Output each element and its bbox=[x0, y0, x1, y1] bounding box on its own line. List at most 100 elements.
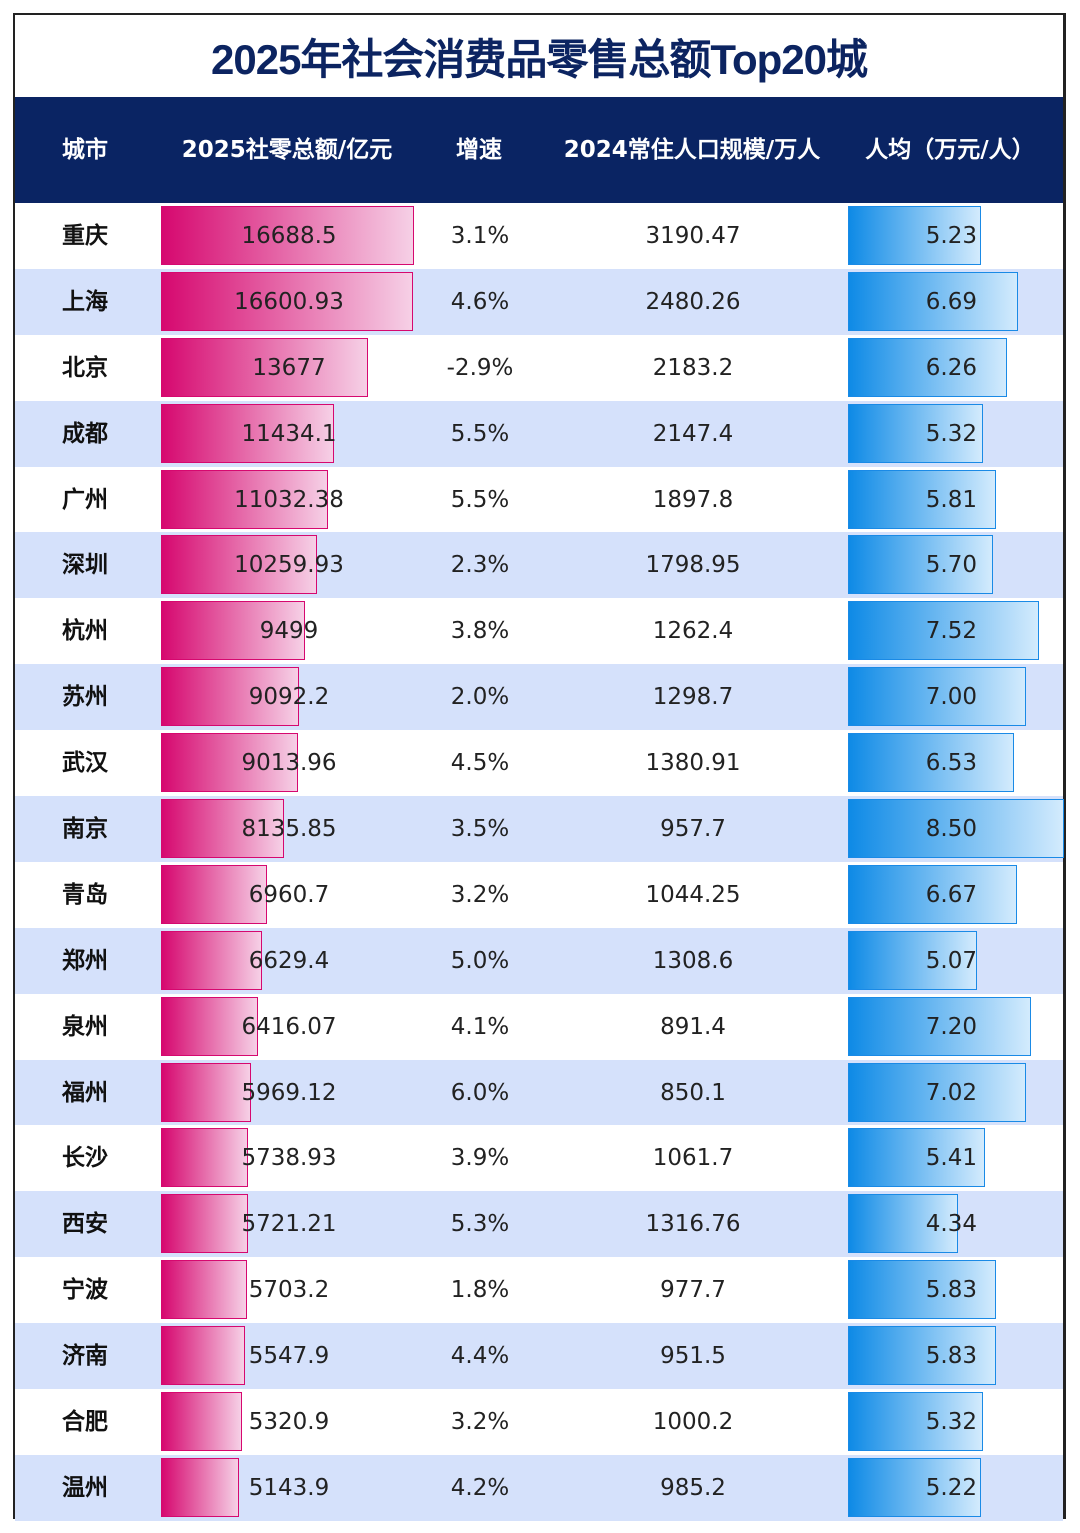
population-cell: 1798.95 bbox=[645, 552, 741, 579]
growth-cell: 3.9% bbox=[450, 1145, 510, 1172]
city-cell: 苏州 bbox=[62, 684, 108, 711]
growth-cell: 5.5% bbox=[450, 420, 510, 447]
retail-bar bbox=[161, 1326, 246, 1386]
population-cell: 1262.4 bbox=[652, 618, 734, 645]
retail-bar bbox=[161, 1392, 242, 1452]
table-row: 重庆 16688.5 3.1% 3190.47 5.23 bbox=[15, 203, 1063, 269]
per-capita-bar bbox=[848, 996, 1031, 1056]
table-row: 长沙 5738.93 3.9% 1061.7 5.41 bbox=[15, 1125, 1063, 1191]
header-population: 2024常住人口规模/万人 bbox=[563, 137, 821, 163]
per-capita-cell: 7.00 bbox=[925, 684, 977, 711]
per-capita-cell: 7.02 bbox=[925, 1079, 977, 1106]
growth-cell: 5.3% bbox=[450, 1211, 510, 1238]
retail-cell: 8135.85 bbox=[241, 816, 337, 843]
table-row: 济南 5547.9 4.4% 951.5 5.83 bbox=[15, 1323, 1063, 1390]
retail-cell: 13677 bbox=[252, 354, 326, 381]
per-capita-cell: 5.23 bbox=[925, 223, 977, 249]
per-capita-cell: 5.22 bbox=[925, 1474, 977, 1501]
chart-title: 2025年社会消费品零售总额Top20城 bbox=[211, 35, 868, 83]
population-cell: 1897.8 bbox=[652, 486, 734, 513]
retail-bar bbox=[161, 733, 298, 793]
city-cell: 重庆 bbox=[62, 223, 108, 249]
retail-bar bbox=[161, 337, 369, 397]
city-cell: 上海 bbox=[62, 288, 108, 315]
retail-cell: 9092.2 bbox=[248, 684, 330, 711]
growth-cell: 3.5% bbox=[450, 816, 510, 843]
population-cell: 957.7 bbox=[660, 816, 726, 843]
retail-cell: 16688.5 bbox=[241, 223, 337, 249]
table-row: 深圳 10259.93 2.3% 1798.95 5.70 bbox=[15, 532, 1063, 599]
per-capita-cell: 5.81 bbox=[925, 486, 977, 513]
city-cell: 杭州 bbox=[62, 618, 108, 645]
growth-cell: 4.6% bbox=[450, 288, 510, 315]
growth-cell: 2.3% bbox=[450, 552, 510, 579]
per-capita-cell: 6.69 bbox=[925, 288, 977, 315]
population-cell: 3190.47 bbox=[645, 223, 741, 249]
header-per-capita: 人均（万元/人） bbox=[865, 137, 1035, 163]
growth-cell: 3.1% bbox=[450, 223, 510, 249]
population-cell: 1044.25 bbox=[645, 881, 741, 908]
retail-bar bbox=[161, 469, 329, 529]
per-capita-bar bbox=[848, 337, 1008, 397]
retail-cell: 5547.9 bbox=[248, 1343, 330, 1370]
retail-bar bbox=[161, 864, 267, 924]
growth-cell: 6.0% bbox=[450, 1079, 510, 1106]
per-capita-bar bbox=[848, 1194, 959, 1254]
growth-cell: 3.2% bbox=[450, 881, 510, 908]
per-capita-bar bbox=[848, 469, 996, 529]
retail-bar bbox=[161, 1062, 252, 1122]
per-capita-bar bbox=[848, 667, 1026, 727]
retail-cell: 6960.7 bbox=[248, 881, 330, 908]
retail-bar bbox=[161, 535, 317, 595]
population-cell: 1000.2 bbox=[652, 1409, 734, 1436]
table-row: 西安 5721.21 5.3% 1316.76 4.34 bbox=[15, 1191, 1063, 1258]
city-cell: 深圳 bbox=[62, 552, 108, 579]
retail-cell: 16600.93 bbox=[234, 288, 344, 315]
retail-bar bbox=[161, 930, 262, 990]
population-cell: 951.5 bbox=[660, 1343, 726, 1370]
per-capita-cell: 5.83 bbox=[925, 1277, 977, 1304]
retail-bar bbox=[161, 1128, 248, 1188]
growth-cell: 4.1% bbox=[450, 1013, 510, 1040]
population-cell: 1308.6 bbox=[652, 947, 734, 974]
growth-cell: 1.8% bbox=[450, 1277, 510, 1304]
city-cell: 福州 bbox=[62, 1079, 108, 1106]
growth-cell: 4.5% bbox=[450, 750, 510, 777]
retail-bar bbox=[161, 996, 259, 1056]
per-capita-bar bbox=[848, 535, 993, 595]
city-cell: 济南 bbox=[62, 1343, 108, 1370]
retail-bar bbox=[161, 1260, 248, 1320]
growth-cell: 5.0% bbox=[450, 947, 510, 974]
population-cell: 1061.7 bbox=[652, 1145, 734, 1172]
per-capita-bar bbox=[848, 403, 984, 463]
per-capita-bar bbox=[848, 799, 1064, 859]
population-cell: 2147.4 bbox=[652, 420, 734, 447]
retail-cell: 5143.9 bbox=[248, 1474, 330, 1501]
retail-bar bbox=[161, 206, 414, 265]
per-capita-cell: 6.26 bbox=[925, 354, 977, 381]
growth-cell: 4.4% bbox=[450, 1343, 510, 1370]
city-cell: 合肥 bbox=[62, 1409, 108, 1436]
retail-cell: 11032.38 bbox=[234, 486, 344, 513]
table-row: 北京 13677 -2.9% 2183.2 6.26 bbox=[15, 335, 1063, 401]
table-row: 温州 5143.9 4.2% 985.2 5.22 bbox=[15, 1454, 1063, 1521]
retail-bar bbox=[161, 1194, 248, 1254]
growth-cell: 4.2% bbox=[450, 1474, 510, 1501]
per-capita-bar bbox=[848, 601, 1040, 661]
retail-bar bbox=[161, 271, 413, 331]
per-capita-bar bbox=[848, 1457, 981, 1517]
table-row: 广州 11032.38 5.5% 1897.8 5.81 bbox=[15, 467, 1063, 533]
retail-bar bbox=[161, 403, 335, 463]
table-body: 重庆 16688.5 3.1% 3190.47 5.23 上海 16600.93 4.6% 24… bbox=[15, 203, 1064, 1521]
population-cell: 1316.76 bbox=[645, 1211, 741, 1238]
retail-cell: 5721.21 bbox=[241, 1211, 337, 1238]
table-row: 合肥 5320.9 3.2% 1000.2 5.32 bbox=[15, 1389, 1063, 1455]
per-capita-cell: 7.20 bbox=[925, 1013, 977, 1040]
city-cell: 武汉 bbox=[62, 750, 108, 777]
per-capita-bar bbox=[848, 930, 977, 990]
per-capita-cell: 5.32 bbox=[925, 420, 977, 447]
per-capita-bar bbox=[848, 271, 1018, 331]
table-row: 青岛 6960.7 3.2% 1044.25 6.67 bbox=[15, 862, 1063, 928]
city-cell: 西安 bbox=[62, 1211, 108, 1238]
table-row: 武汉 9013.96 4.5% 1380.91 6.53 bbox=[15, 730, 1063, 796]
